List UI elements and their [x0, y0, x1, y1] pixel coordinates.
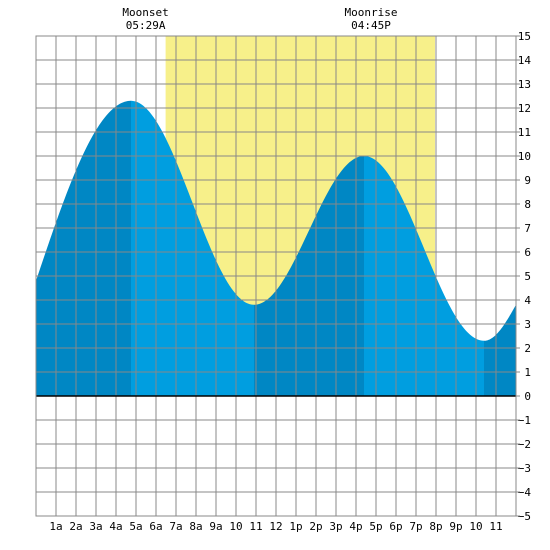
y-tick-label: 11 [518, 126, 531, 139]
grid-lines [36, 36, 516, 516]
y-tick-label: 6 [524, 246, 531, 259]
moon-event-time: 04:45P [351, 19, 391, 32]
y-tick-label: 5 [524, 270, 531, 283]
x-tick-label: 3a [89, 520, 102, 533]
tide-segment-rising [484, 304, 516, 396]
y-tick-label: 1 [524, 366, 531, 379]
y-tick-label: 0 [524, 390, 531, 403]
moon-event-label: Moonrise [345, 6, 398, 19]
x-tick-label: 5p [369, 520, 382, 533]
y-tick-label: 10 [518, 150, 531, 163]
y-tick-label: 8 [524, 198, 531, 211]
y-tick-label: 3 [524, 318, 531, 331]
x-tick-label: 10 [229, 520, 242, 533]
y-tick-label: 9 [524, 174, 531, 187]
y-tick-label: −3 [518, 462, 531, 475]
y-tick-label: 2 [524, 342, 531, 355]
x-tick-label: 1p [289, 520, 302, 533]
moon-event-time: 05:29A [126, 19, 166, 32]
x-tick-label: 6a [149, 520, 162, 533]
x-tick-label: 9p [449, 520, 462, 533]
y-tick-label: 12 [518, 102, 531, 115]
x-tick-label: 11 [489, 520, 502, 533]
tide-segment-falling [131, 100, 254, 397]
x-tick-label: 7a [169, 520, 182, 533]
tide-segment-rising [36, 100, 131, 397]
x-tick-label: 10 [469, 520, 482, 533]
x-tick-label: 7p [409, 520, 422, 533]
x-tick-label: 2p [309, 520, 322, 533]
moon-event-label: Moonset [122, 6, 168, 19]
x-tick-label: 5a [129, 520, 142, 533]
y-tick-label: −4 [518, 486, 532, 499]
y-tick-label: 7 [524, 222, 531, 235]
x-tick-label: 4p [349, 520, 362, 533]
y-tick-label: 4 [524, 294, 531, 307]
x-tick-label: 2a [69, 520, 82, 533]
y-tick-label: −5 [518, 510, 531, 523]
x-tick-label: 6p [389, 520, 402, 533]
x-axis-labels: 1a 2a 3a 4a 5a 6a 7a 8a 9a 10 11 12 1p 2p 3p 4p 5p 6p 7p 8p… [49, 520, 502, 533]
x-tick-label: 11 [249, 520, 262, 533]
y-tick-label: 15 [518, 30, 531, 43]
x-tick-label: 3p [329, 520, 342, 533]
x-tick-label: 1a [49, 520, 62, 533]
x-tick-label: 12 [269, 520, 282, 533]
x-tick-label: 8a [189, 520, 202, 533]
y-tick-label: −2 [518, 438, 531, 451]
x-tick-label: 4a [109, 520, 122, 533]
x-tick-label: 9a [209, 520, 222, 533]
y-tick-label: 14 [518, 54, 532, 67]
y-tick-label: 13 [518, 78, 531, 91]
x-tick-label: 8p [429, 520, 442, 533]
y-tick-label: −1 [518, 414, 531, 427]
